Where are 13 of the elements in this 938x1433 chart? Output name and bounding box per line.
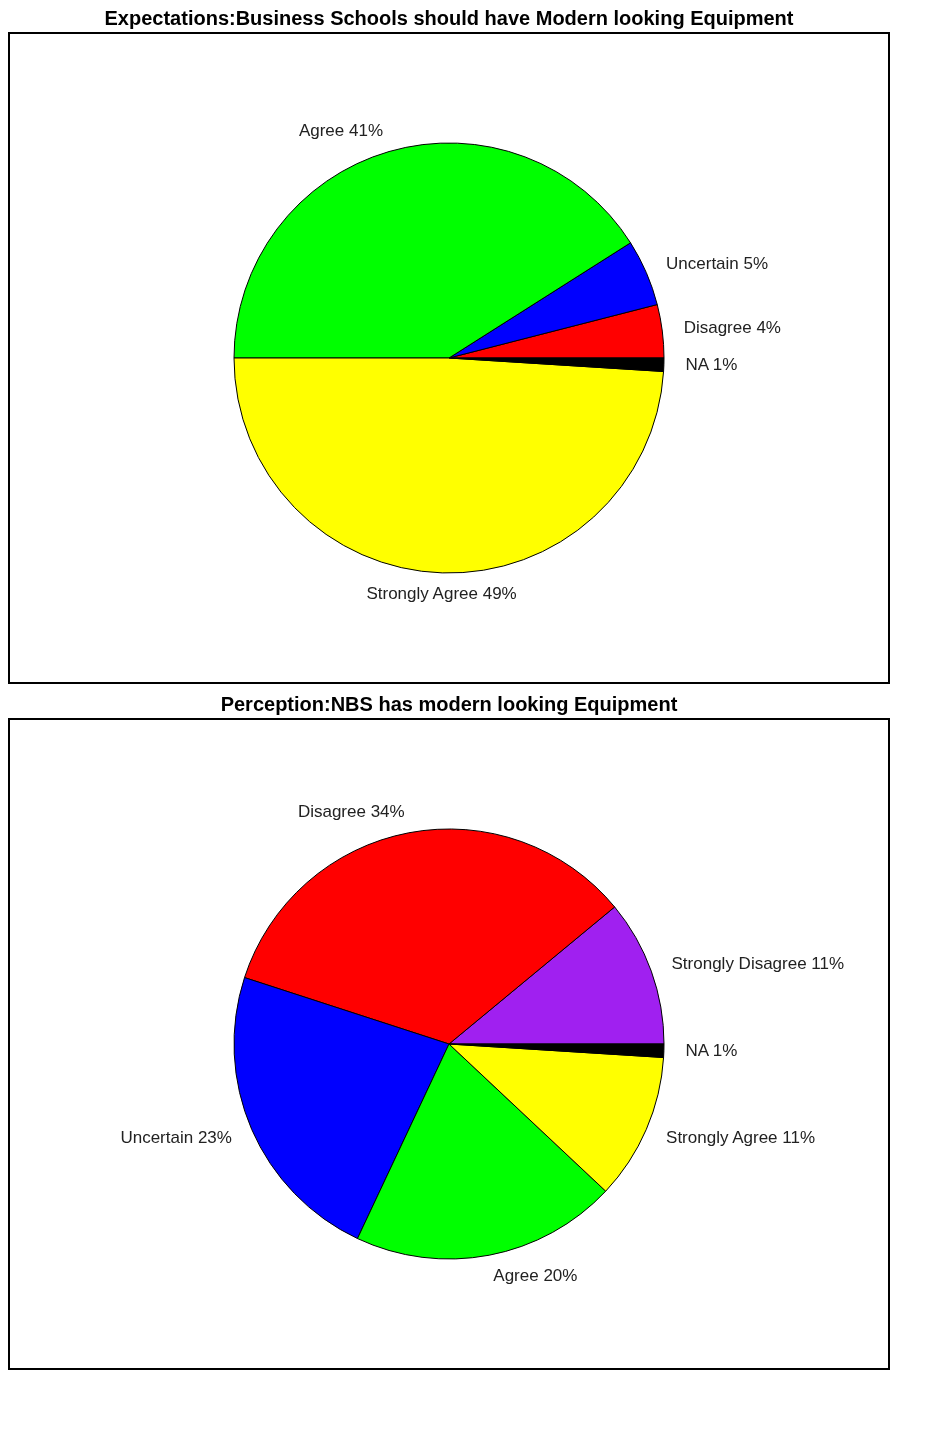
chart-title: Expectations:Business Schools should have Modern looking Equipment — [104, 7, 794, 29]
chart-title: Perception:NBS has modern looking Equipment — [220, 693, 678, 715]
slice-label: Strongly Agree 11% — [666, 1127, 816, 1147]
slice-label: Agree 20% — [493, 1266, 578, 1286]
slice-label: Disagree 4% — [683, 318, 781, 338]
slice-label: Disagree 34% — [297, 801, 405, 821]
slice-label: Uncertain 5% — [666, 254, 769, 274]
slice-label: Uncertain 23% — [120, 1127, 232, 1147]
slice-label: NA 1% — [685, 355, 738, 375]
slice-label: Strongly Agree 49% — [366, 584, 517, 604]
slice-label: Agree 41% — [298, 120, 384, 140]
slice-label: Strongly Disagree 11% — [671, 953, 845, 973]
slice-label: NA 1% — [685, 1041, 738, 1061]
